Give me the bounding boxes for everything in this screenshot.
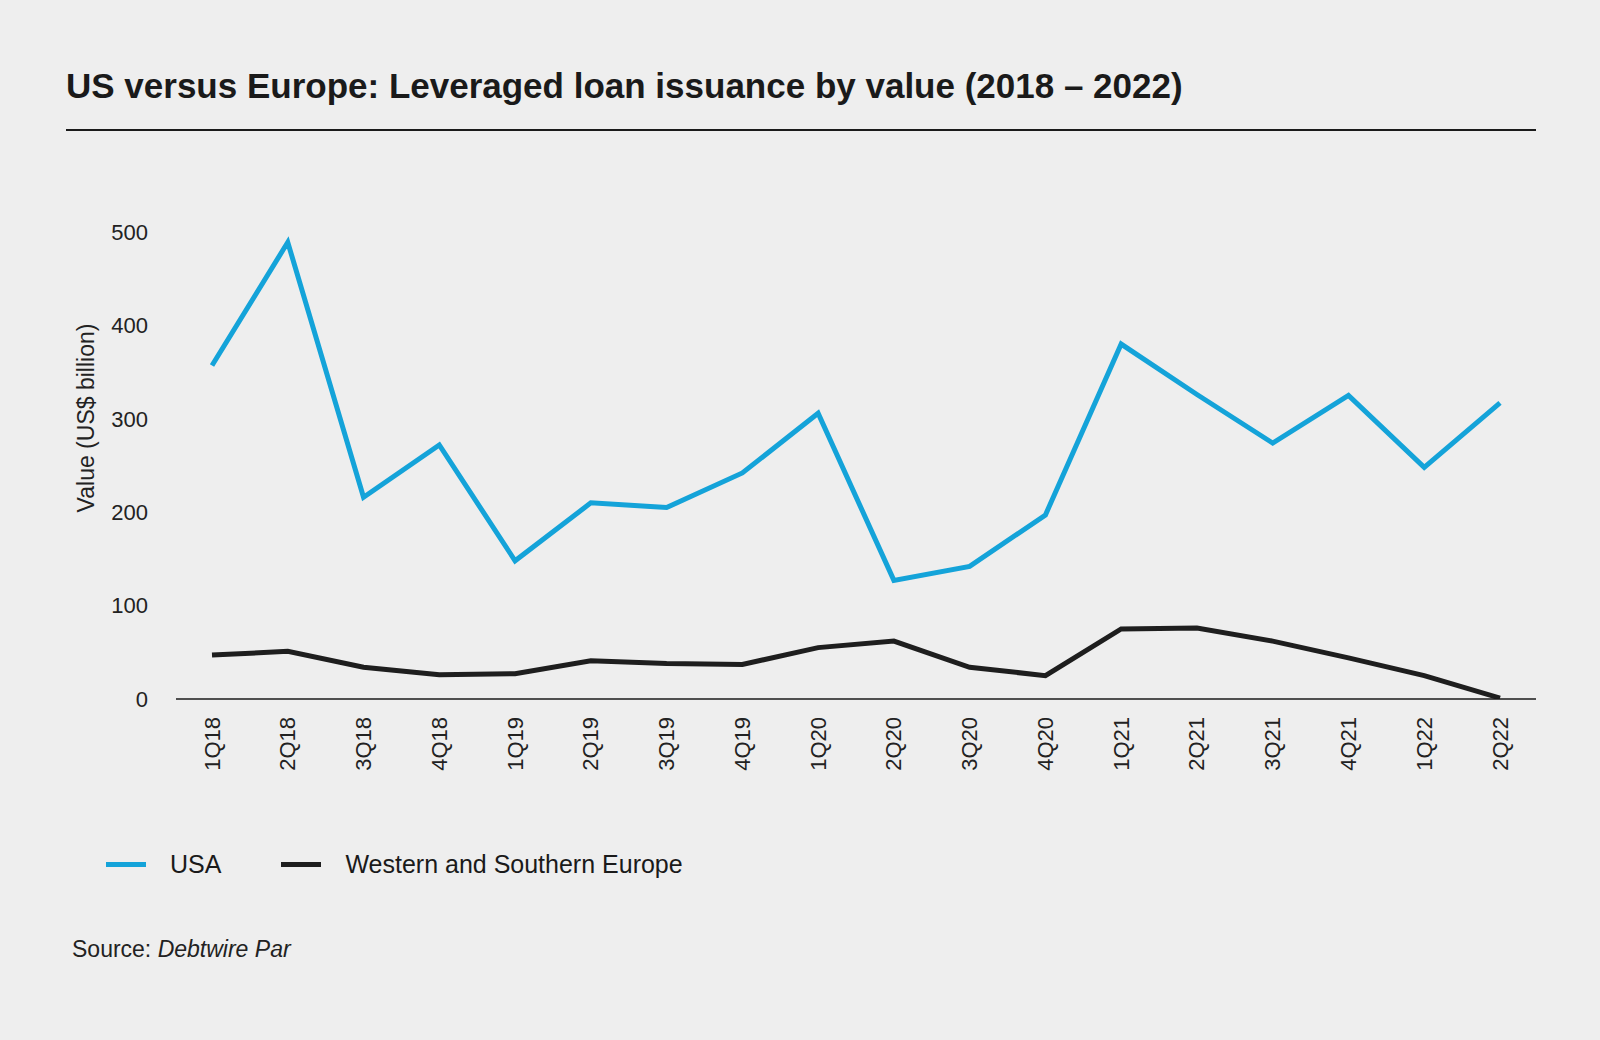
svg-text:200: 200	[111, 500, 148, 525]
svg-text:500: 500	[111, 220, 148, 245]
svg-text:3Q19: 3Q19	[654, 717, 679, 771]
svg-text:4Q18: 4Q18	[427, 717, 452, 771]
html-text:Western and Southern Europe: Western and Southern Europe	[345, 850, 683, 878]
svg-text:3Q21: 3Q21	[1260, 717, 1285, 771]
html-text:Source: Debtwire Par: Source: Debtwire Par	[72, 936, 291, 962]
svg-text:2Q22: 2Q22	[1488, 717, 1513, 771]
svg-text:3Q18: 3Q18	[351, 717, 376, 771]
svg-text:0: 0	[136, 687, 148, 712]
svg-text:4Q20: 4Q20	[1033, 717, 1058, 771]
svg-text:1Q22: 1Q22	[1412, 717, 1437, 771]
html-text:Value (US$ billion): Value (US$ billion)	[72, 323, 99, 513]
html-text:USA: USA	[170, 850, 222, 878]
svg-text:4Q19: 4Q19	[730, 717, 755, 771]
svg-text:1Q20: 1Q20	[806, 717, 831, 771]
svg-text:2Q20: 2Q20	[881, 717, 906, 771]
svg-text:3Q20: 3Q20	[957, 717, 982, 771]
html-text:US versus Europe: Leveraged lo: US versus Europe: Leveraged loan issuanc…	[66, 66, 1183, 105]
svg-text:1Q19: 1Q19	[503, 717, 528, 771]
svg-text:2Q18: 2Q18	[275, 717, 300, 771]
svg-text:2Q19: 2Q19	[578, 717, 603, 771]
svg-text:1Q18: 1Q18	[200, 717, 225, 771]
svg-text:4Q21: 4Q21	[1336, 717, 1361, 771]
svg-text:100: 100	[111, 593, 148, 618]
svg-text:300: 300	[111, 407, 148, 432]
svg-text:1Q21: 1Q21	[1109, 717, 1134, 771]
svg-text:400: 400	[111, 313, 148, 338]
svg-text:2Q21: 2Q21	[1184, 717, 1209, 771]
